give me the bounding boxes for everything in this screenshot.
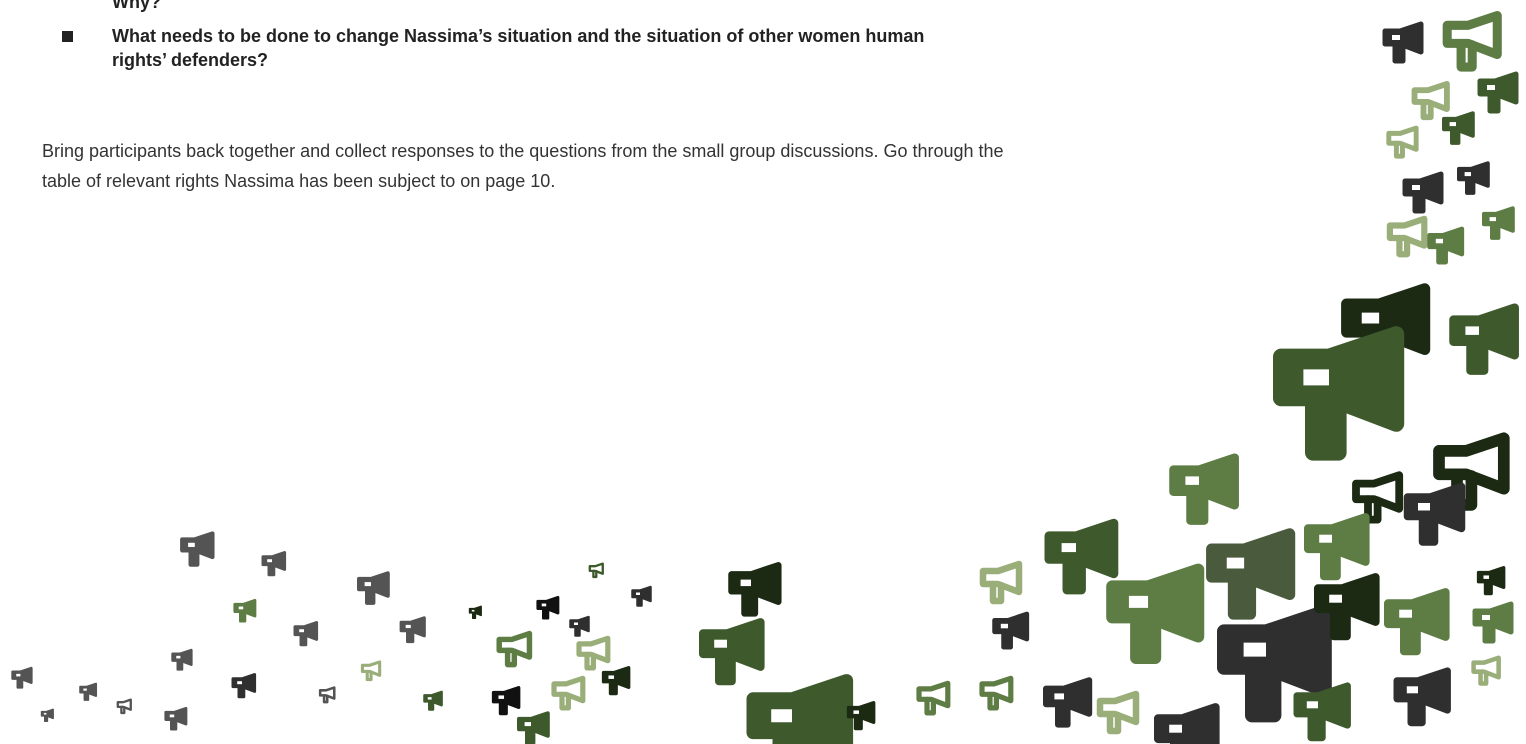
bullet-item: What needs to be done to change Nassima’…	[62, 24, 962, 72]
megaphone	[1408, 487, 1462, 543]
megaphone	[42, 709, 54, 721]
megaphone	[1479, 568, 1504, 594]
megaphone	[182, 534, 212, 565]
megaphone	[1281, 334, 1396, 452]
megaphone	[173, 650, 192, 669]
megaphone	[166, 708, 186, 729]
megaphone	[1430, 229, 1462, 262]
megaphone	[263, 553, 285, 575]
megaphone	[519, 713, 548, 743]
megaphone	[753, 681, 847, 744]
megaphone	[1405, 174, 1441, 211]
list-fragment: Why?	[112, 0, 161, 14]
megaphone	[983, 564, 1019, 601]
megaphone	[1385, 24, 1421, 61]
megaphone	[13, 668, 32, 687]
megaphone-decoration	[0, 0, 1526, 744]
megaphone	[1158, 707, 1216, 744]
megaphone	[401, 618, 424, 642]
megaphone	[499, 634, 529, 665]
megaphone	[362, 662, 379, 680]
megaphone	[1049, 523, 1114, 590]
megaphone	[359, 573, 388, 603]
megaphone	[1459, 163, 1488, 193]
megaphone	[80, 684, 96, 700]
megaphone	[579, 638, 608, 668]
megaphone	[1212, 534, 1290, 614]
paragraph: Bring participants back together and col…	[42, 136, 1007, 196]
megaphone	[320, 688, 334, 702]
megaphone	[1112, 570, 1198, 658]
megaphone	[1454, 308, 1515, 371]
megaphone	[1046, 680, 1089, 724]
megaphone	[604, 668, 629, 694]
megaphone	[982, 678, 1011, 708]
megaphone	[995, 614, 1027, 647]
megaphone	[1475, 604, 1511, 641]
megaphone	[295, 623, 317, 645]
megaphone	[1480, 74, 1516, 111]
megaphone	[1388, 592, 1446, 651]
bullet-marker	[62, 31, 73, 42]
megaphone	[1484, 208, 1513, 238]
megaphone	[1397, 671, 1447, 723]
megaphone	[1308, 517, 1366, 576]
megaphones	[13, 16, 1516, 744]
megaphone	[233, 675, 255, 697]
megaphone	[732, 565, 779, 613]
megaphone	[1447, 16, 1497, 67]
megaphone	[118, 700, 131, 713]
megaphone	[1297, 686, 1347, 738]
megaphone	[703, 622, 761, 681]
megaphone	[590, 564, 603, 577]
bullet-text: What needs to be done to change Nassima’…	[112, 24, 952, 72]
megaphone	[1174, 458, 1235, 521]
page: {"list_fragment": "Why?", "list": ["What…	[0, 0, 1526, 744]
megaphone	[1474, 658, 1499, 684]
megaphone	[1390, 219, 1424, 254]
megaphone	[1100, 694, 1136, 731]
megaphone	[1415, 84, 1447, 117]
megaphone	[538, 597, 558, 618]
megaphone	[919, 683, 948, 713]
megaphone	[554, 678, 583, 708]
megaphone	[1389, 128, 1416, 156]
megaphone	[424, 692, 441, 710]
megaphone	[571, 617, 589, 636]
megaphone	[494, 688, 519, 714]
megaphone	[633, 587, 651, 606]
megaphone	[1444, 113, 1473, 143]
megaphone	[235, 600, 255, 621]
megaphone	[1356, 475, 1399, 519]
megaphone	[470, 606, 482, 618]
